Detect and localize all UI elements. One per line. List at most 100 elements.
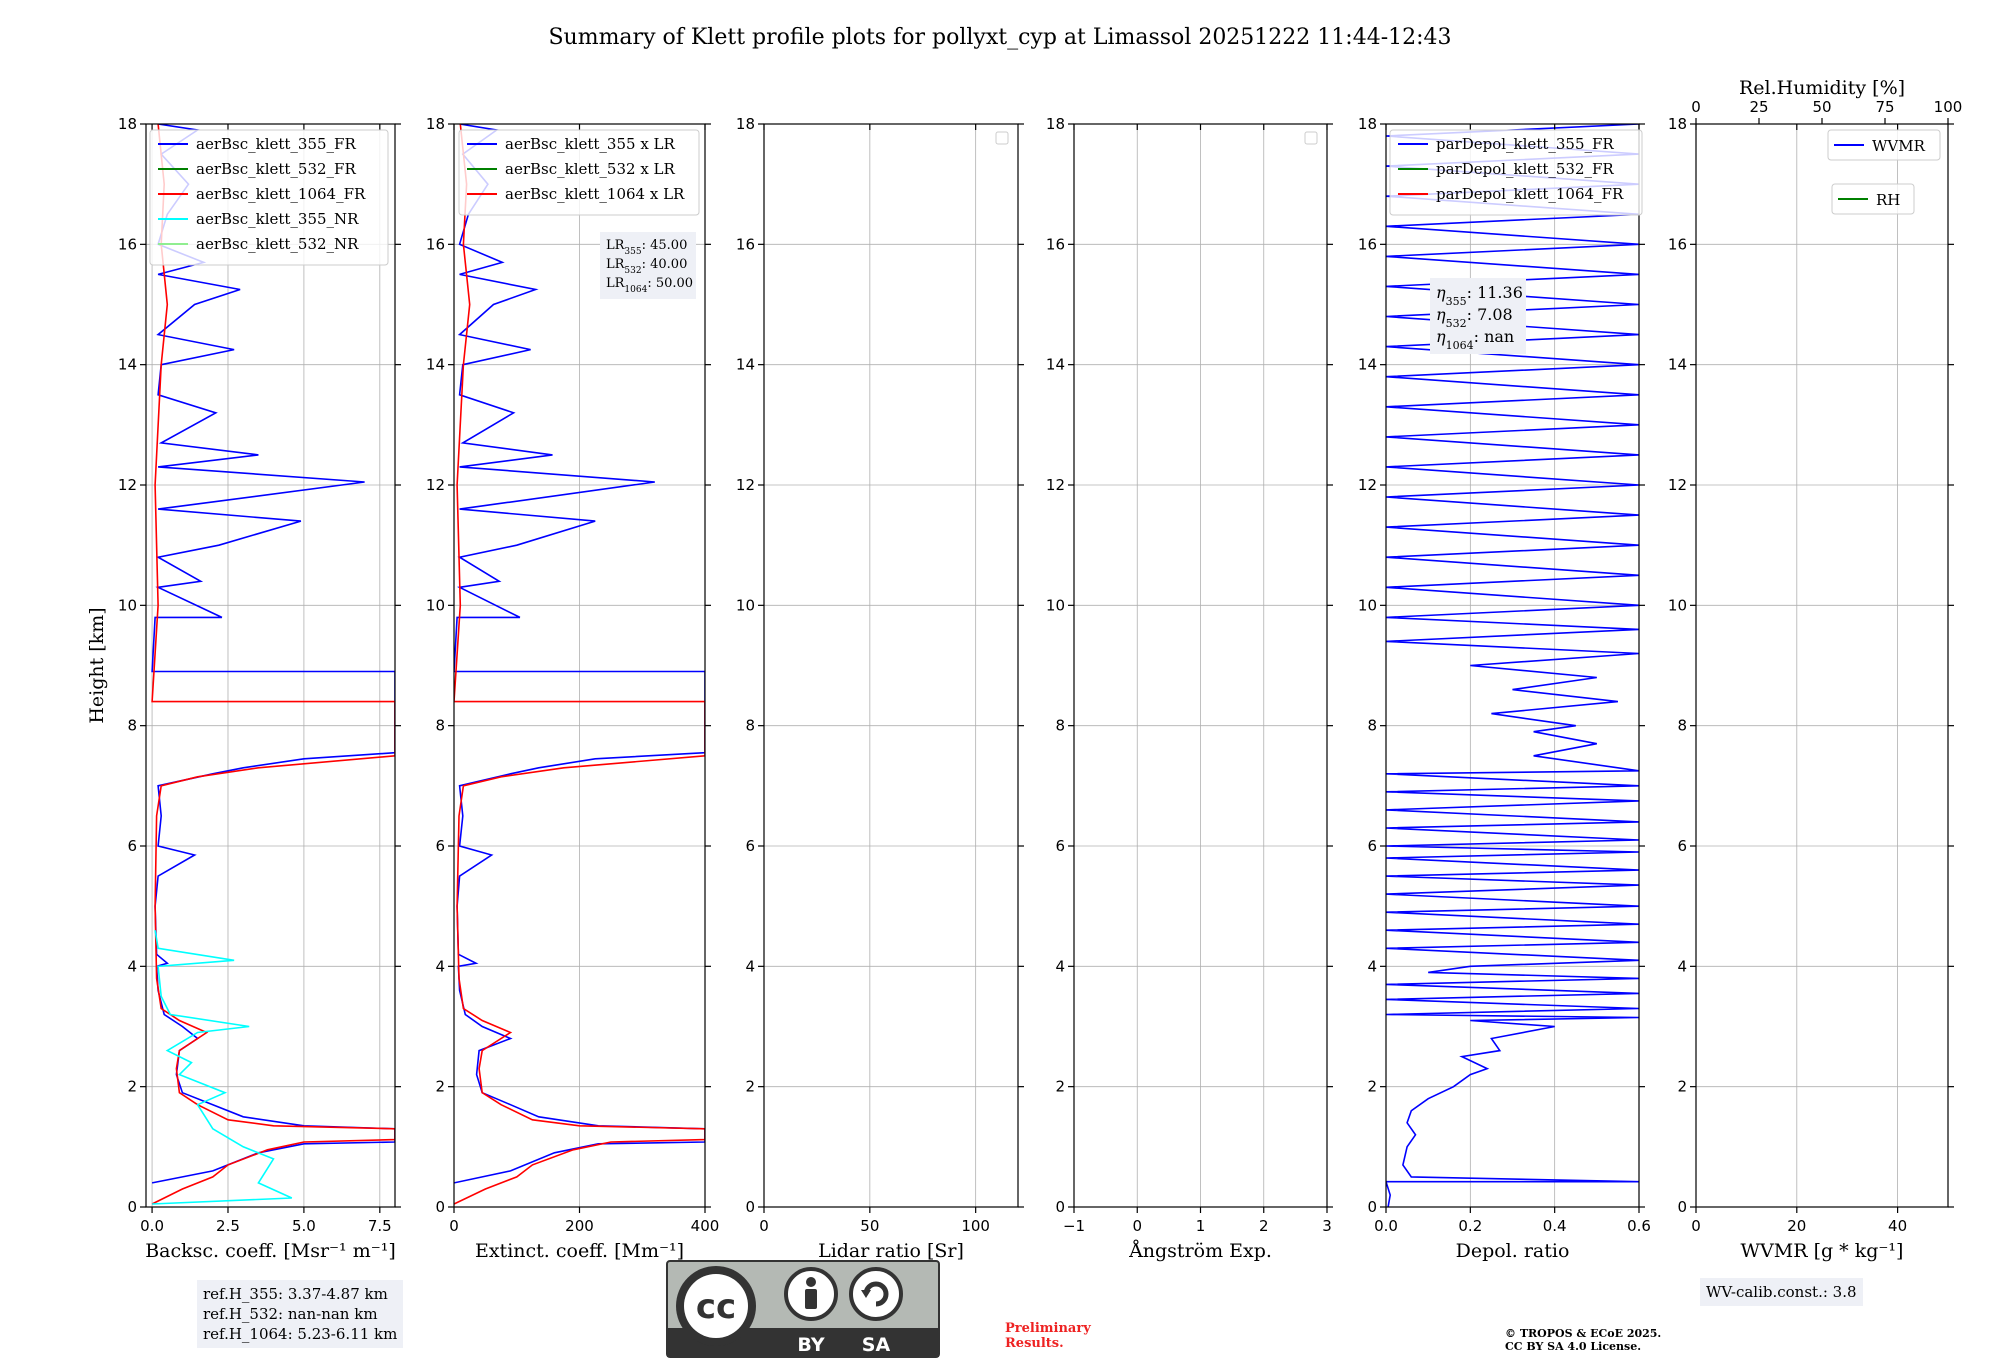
legend-box [1831, 183, 1915, 215]
x-tick-label: 0.6 [1627, 1217, 1651, 1235]
panel-ext: 0 200 400 0 2 4 6 8 10 12 14 16 18 Extinct. coeff. [M… [426, 115, 719, 1262]
x-tick-label: 0 [759, 1217, 769, 1235]
empty-legend-box [1304, 131, 1318, 145]
top-x-tick-label: 75 [1875, 98, 1894, 116]
panel-wv: 0 20 40 0 2 4 6 8 10 12 14 16 18 WVMR [g * kg⁻¹] 0 25 50… [1668, 77, 1962, 1262]
series-line-parDepol_klett_355_FR [1386, 124, 1639, 1207]
ref-heights-box: ref.H_355: 3.37-4.87 km ref.H_532: nan-n… [197, 1280, 404, 1348]
x-tick-label: 0.0 [140, 1217, 164, 1235]
y-tick-label: 0 [127, 1198, 137, 1216]
empty-legend-box [995, 131, 1009, 145]
y-tick-label: 4 [745, 957, 755, 975]
y-tick-label: 16 [1668, 235, 1687, 253]
x-tick-label: 400 [691, 1217, 720, 1235]
y-tick-label: 0 [745, 1198, 755, 1216]
ref-height-532: ref.H_532: nan-nan km [203, 1305, 378, 1323]
y-tick-label: 4 [1677, 957, 1687, 975]
axes-frame [1385, 123, 1640, 1208]
series-line-aerBsc_klett_1064_FR [151, 124, 395, 1205]
x-tick-label: 5.0 [292, 1217, 316, 1235]
y-tick-label: 18 [118, 115, 137, 133]
annotation-line: LR355: 45.00 [606, 238, 687, 257]
legend-box [458, 129, 700, 216]
y-tick-label: 8 [1677, 717, 1687, 735]
copyright-note: © TROPOS & ECoE 2025. CC BY SA 4.0 Licen… [1505, 1327, 1661, 1353]
sa-label: SA [862, 1334, 891, 1356]
y-tick-label: 8 [127, 717, 137, 735]
legend-label: aerBsc_klett_532 x LR [505, 160, 676, 178]
top-axis-label: Rel.Humidity [%] [1739, 77, 1905, 99]
x-tick-label: 40 [1888, 1217, 1907, 1235]
y-tick-label: 0 [435, 1198, 445, 1216]
x-tick-label: 100 [961, 1217, 990, 1235]
y-tick-label: 10 [1046, 596, 1065, 614]
copyright-line-1: © TROPOS & ECoE 2025. [1505, 1327, 1662, 1340]
y-tick-label: 2 [1677, 1078, 1687, 1096]
y-tick-label: 4 [1367, 957, 1377, 975]
annotation-box [600, 232, 696, 299]
annotation-line: LR532: 40.00 [606, 257, 687, 276]
x-tick-label: 0.0 [1374, 1217, 1398, 1235]
y-tick-label: 18 [736, 115, 755, 133]
copyright-line-2: CC BY SA 4.0 License. [1505, 1340, 1642, 1353]
y-tick-label: 16 [1358, 235, 1377, 253]
x-axis-label: Lidar ratio [Sr] [818, 1240, 964, 1262]
y-tick-label: 10 [426, 596, 445, 614]
y-tick-label: 18 [1668, 115, 1687, 133]
y-tick-label: 14 [118, 356, 137, 374]
y-tick-label: 6 [1367, 837, 1377, 855]
y-axis-label: Height [km] [86, 607, 108, 723]
annotation-line: η355: 11.36 [1436, 283, 1523, 308]
y-tick-label: 8 [435, 717, 445, 735]
y-tick-label: 16 [118, 235, 137, 253]
y-tick-label: 2 [1367, 1078, 1377, 1096]
x-tick-label: 200 [565, 1217, 594, 1235]
x-tick-label: 3 [1322, 1217, 1332, 1235]
legend-box [149, 129, 389, 266]
annotation-box [1430, 278, 1526, 354]
x-tick-label: 20 [1787, 1217, 1806, 1235]
legend-box [1389, 129, 1643, 216]
legend-label: RH [1876, 191, 1900, 209]
axes-frame [763, 123, 1019, 1208]
series-line-aerBsc_klett_1064 x LR [454, 124, 705, 1205]
annotation-line: η532: 7.08 [1436, 305, 1513, 330]
y-tick-label: 18 [426, 115, 445, 133]
y-tick-label: 4 [127, 957, 137, 975]
legend-box [1827, 129, 1941, 161]
y-tick-label: 4 [435, 957, 445, 975]
top-x-tick-label: 100 [1934, 98, 1963, 116]
y-tick-label: 8 [1055, 717, 1065, 735]
ref-height-355: ref.H_355: 3.37-4.87 km [203, 1285, 388, 1303]
y-tick-label: 16 [426, 235, 445, 253]
x-axis-label: Depol. ratio [1456, 1240, 1570, 1262]
y-tick-label: 16 [1046, 235, 1065, 253]
x-tick-label: 2.5 [216, 1217, 240, 1235]
cc-logo-text: cc [696, 1287, 736, 1327]
y-tick-label: 14 [736, 356, 755, 374]
ref-height-1064: ref.H_1064: 5.23-6.11 km [203, 1325, 398, 1343]
x-tick-label: 7.5 [368, 1217, 392, 1235]
y-tick-label: 0 [1677, 1198, 1687, 1216]
legend-label: aerBsc_klett_355 x LR [505, 135, 676, 153]
series-line-aerBsc_klett_355_FR [151, 124, 395, 1184]
y-tick-label: 14 [1358, 356, 1377, 374]
y-tick-label: 6 [1055, 837, 1065, 855]
y-tick-label: 2 [435, 1078, 445, 1096]
x-tick-label: 0 [449, 1217, 459, 1235]
legend-label: aerBsc_klett_532_FR [196, 160, 356, 178]
top-x-tick-label: 25 [1749, 98, 1768, 116]
y-tick-label: 2 [127, 1078, 137, 1096]
preliminary-line-2: Results. [1005, 1336, 1064, 1351]
y-tick-label: 2 [1055, 1078, 1065, 1096]
y-tick-label: 0 [1367, 1198, 1377, 1216]
axes-frame [1695, 123, 1949, 1208]
legend-label: parDepol_klett_532_FR [1436, 160, 1614, 178]
x-axis-label: WVMR [g * kg⁻¹] [1741, 1240, 1904, 1262]
legend-label: WVMR [1872, 137, 1926, 155]
legend-label: aerBsc_klett_532_NR [196, 235, 359, 253]
y-tick-label: 0 [1055, 1198, 1065, 1216]
preliminary-line-1: Preliminary [1005, 1321, 1091, 1336]
